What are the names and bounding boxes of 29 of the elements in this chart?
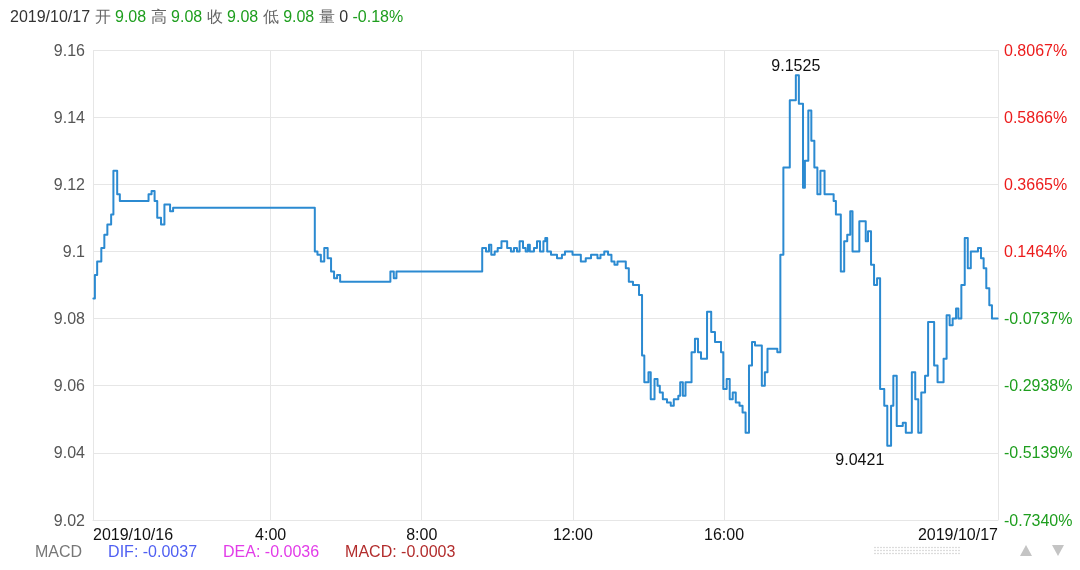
y-tick-label: 9.14: [53, 108, 86, 126]
x-tick-label: 2019/10/16: [93, 525, 174, 543]
y2-tick-label: -0.0737%: [1004, 310, 1073, 328]
x-tick-label: 16:00: [704, 525, 745, 543]
chart-title: 2019/10/17 开 9.08 高 9.08 收 9.08 低 9.08 量 0 -0.18%: [10, 8, 404, 25]
y2-tick-label: -0.7340%: [1004, 511, 1073, 529]
y-tick-label: 9.04: [53, 444, 86, 462]
y-tick-label: 9.16: [53, 41, 86, 59]
text: MACD: [35, 542, 83, 562]
annotation: 9.0421: [835, 451, 885, 469]
y2-tick-label: 0.8067%: [1004, 41, 1068, 59]
y-tick-label: 9.08: [53, 310, 86, 328]
y-tick-label: 9.02: [53, 511, 86, 529]
text: DEA: -0.0036: [223, 542, 320, 562]
y2-tick-label: 0.3665%: [1004, 175, 1068, 193]
x-tick-label: 2019/10/17: [917, 525, 999, 543]
y-tick-label: 9.1: [62, 242, 86, 260]
y-tick-label: 9.12: [53, 175, 86, 193]
text: MACD: -0.0003: [345, 542, 456, 562]
x-tick-label: 4:00: [255, 525, 287, 543]
y2-tick-label: -0.2938%: [1004, 377, 1073, 395]
x-tick-label: 8:00: [406, 525, 438, 543]
y2-tick-label: 0.5866%: [1004, 108, 1068, 126]
text: DIF: -0.0037: [108, 542, 198, 562]
y2-tick-label: -0.5139%: [1004, 444, 1073, 462]
y-tick-label: 9.06: [53, 377, 86, 395]
x-tick-label: 12:00: [552, 525, 594, 543]
y2-tick-label: 0.1464%: [1004, 242, 1068, 260]
annotation: 9.1525: [771, 56, 821, 74]
